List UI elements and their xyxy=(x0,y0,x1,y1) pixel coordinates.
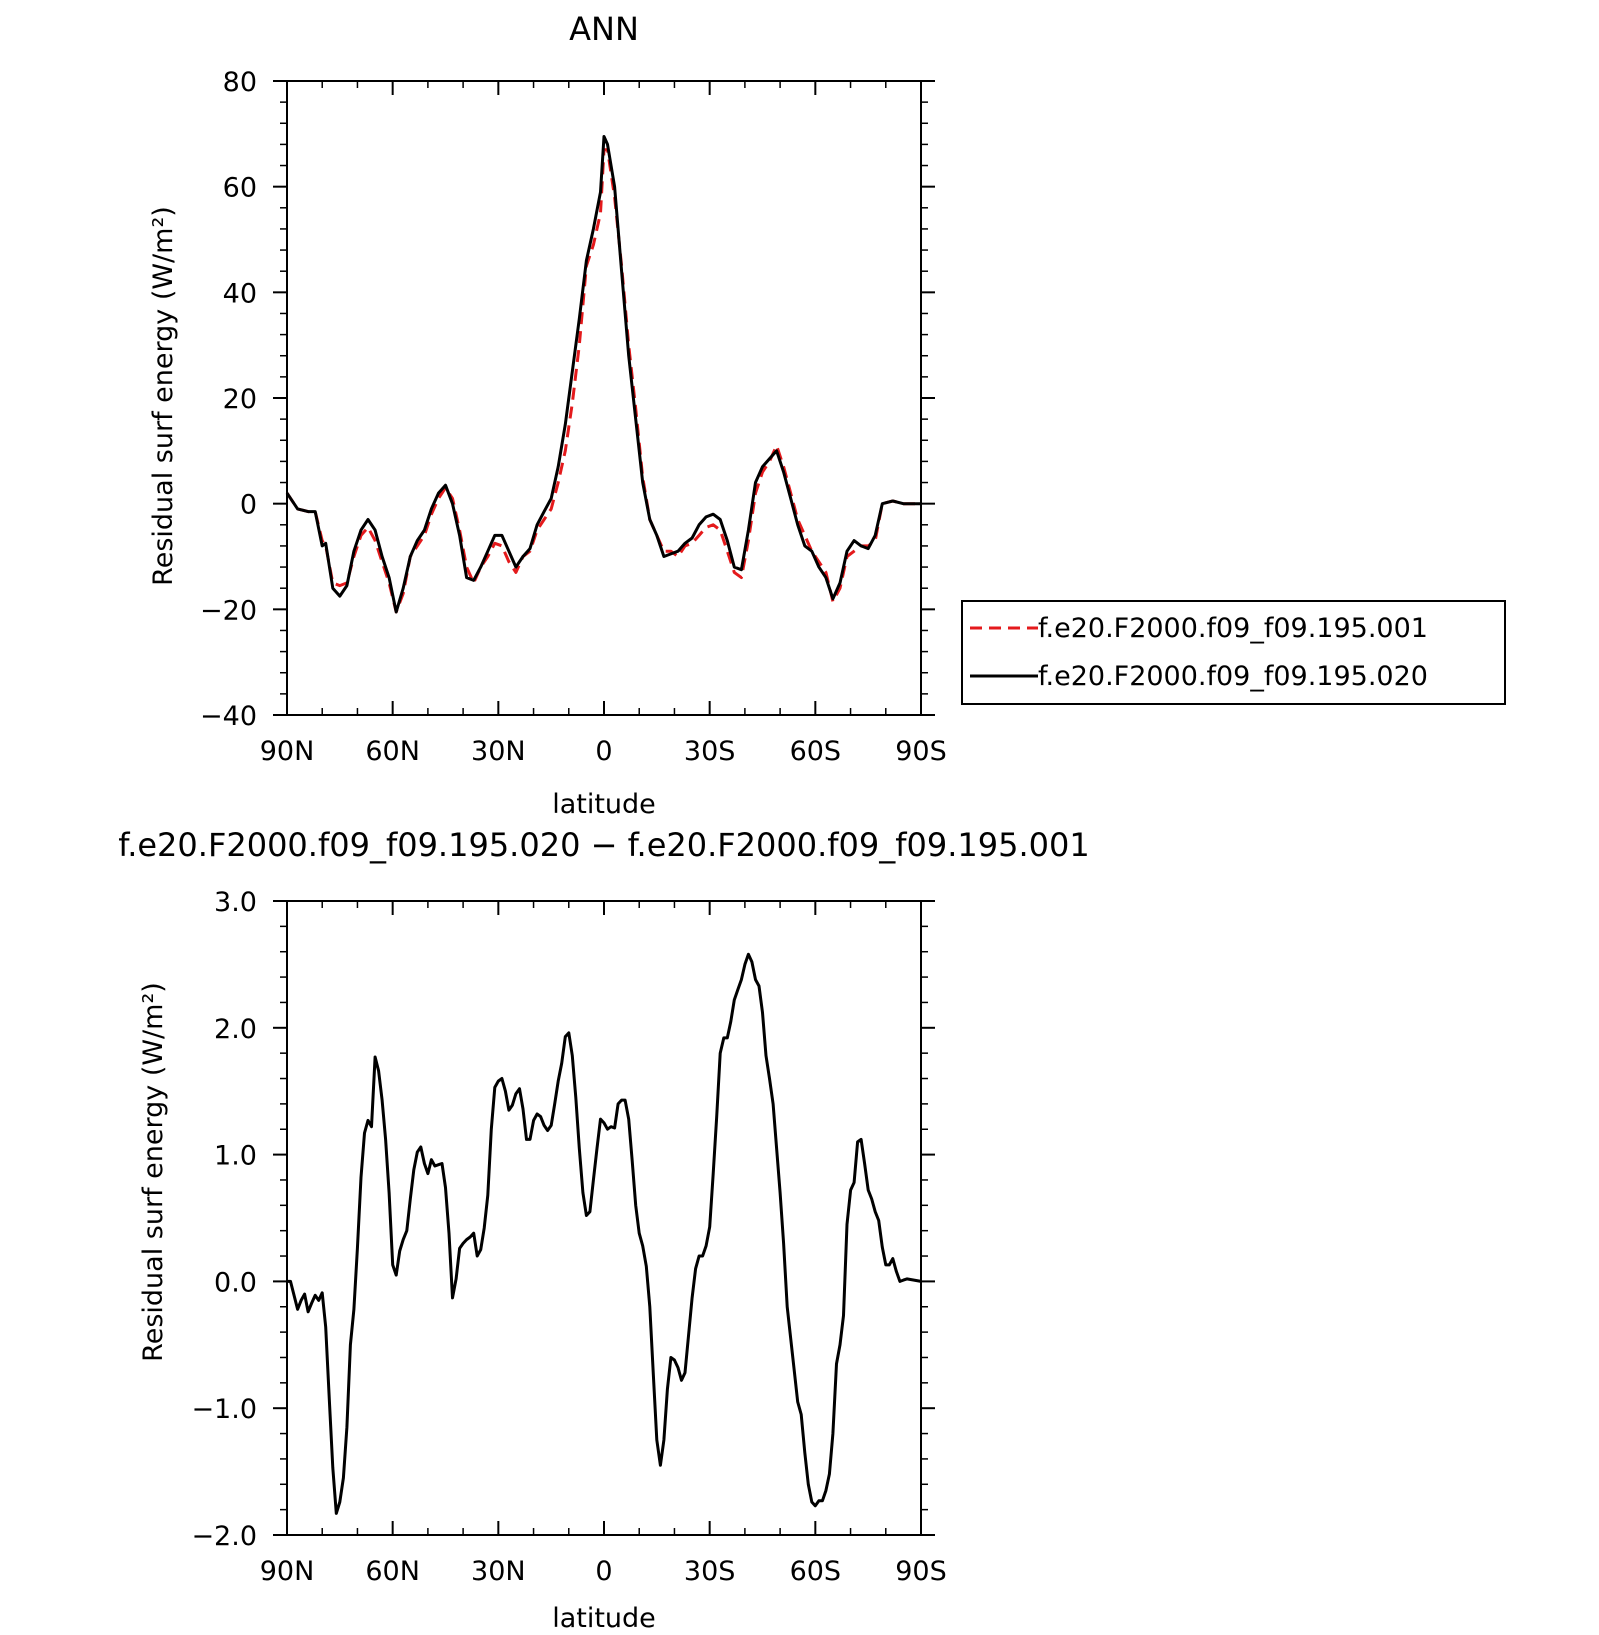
top-y-tick-label: 80 xyxy=(223,67,257,98)
bottom-chart-xlabel: latitude xyxy=(552,1603,656,1634)
bottom-x-tick-label: 60N xyxy=(365,1556,420,1587)
bottom-chart: f.e20.F2000.f09_f09.195.020 − f.e20.F200… xyxy=(118,826,1090,1634)
top-chart-plot-frame xyxy=(286,80,922,716)
top-x-tick-label: 30S xyxy=(684,736,736,767)
legend-label-series-2: f.e20.F2000.f09_f09.195.020 xyxy=(1038,661,1428,692)
top-x-tick-label: 90N xyxy=(260,736,315,767)
top-y-tick-label: −40 xyxy=(200,701,257,732)
top-y-tick-label: −20 xyxy=(200,595,257,626)
top-chart-legend: f.e20.F2000.f09_f09.195.001 f.e20.F2000.… xyxy=(961,600,1506,705)
top-y-tick-label: 40 xyxy=(223,278,257,309)
top-x-tick-label: 30N xyxy=(471,736,526,767)
bottom-x-tick-label: 60S xyxy=(790,1556,842,1587)
bottom-x-tick-label: 30S xyxy=(684,1556,736,1587)
bottom-series-line-1 xyxy=(287,952,922,1515)
top-series-line-2 xyxy=(285,135,921,614)
top-chart-ticks: 90N 60N 30N 0 30S 60S 90S −40 −20 0 20 40 60 80 xyxy=(200,67,947,767)
top-x-tick-label: 90S xyxy=(895,736,947,767)
bottom-y-tick-label: 2.0 xyxy=(214,1014,257,1045)
bottom-x-tick-label: 90S xyxy=(895,1556,947,1587)
top-x-tick-label: 0 xyxy=(595,736,612,767)
bottom-y-tick-label: 3.0 xyxy=(214,887,257,918)
bottom-y-tick-label: 0.0 xyxy=(214,1267,257,1298)
top-y-tick-label: 20 xyxy=(223,384,257,415)
bottom-x-tick-label: 90N xyxy=(260,1556,315,1587)
top-chart: ANN Residual surf energy (W/m²) latitude… xyxy=(148,10,1506,820)
legend-label-series-1: f.e20.F2000.f09_f09.195.001 xyxy=(1038,613,1428,644)
bottom-y-tick-label: −1.0 xyxy=(191,1394,257,1425)
bottom-y-tick-label: −2.0 xyxy=(191,1521,257,1552)
bottom-chart-plot-frame xyxy=(286,900,922,1536)
top-x-tick-label: 60N xyxy=(365,736,420,767)
bottom-chart-series xyxy=(287,952,922,1515)
legend-box xyxy=(961,600,1506,705)
top-y-tick-label: 60 xyxy=(223,173,257,204)
bottom-y-tick-label: 1.0 xyxy=(214,1141,257,1172)
bottom-chart-ticks: 90N 60N 30N 0 30S 60S 90S −2.0 −1.0 0.0 1.0 2.0 3.0 xyxy=(191,887,946,1587)
top-chart-title: ANN xyxy=(569,10,639,48)
bottom-chart-ylabel: Residual surf energy (W/m²) xyxy=(138,982,169,1362)
top-y-tick-label: 0 xyxy=(240,490,257,521)
top-series-line-1 xyxy=(285,148,921,614)
top-x-tick-label: 60S xyxy=(790,736,842,767)
top-chart-ylabel: Residual surf energy (W/m²) xyxy=(148,206,179,586)
top-chart-series xyxy=(285,135,921,614)
bottom-chart-title: f.e20.F2000.f09_f09.195.020 − f.e20.F200… xyxy=(118,826,1090,864)
top-chart-xlabel: latitude xyxy=(552,789,656,820)
bottom-x-tick-label: 30N xyxy=(471,1556,526,1587)
bottom-x-tick-label: 0 xyxy=(595,1556,612,1587)
